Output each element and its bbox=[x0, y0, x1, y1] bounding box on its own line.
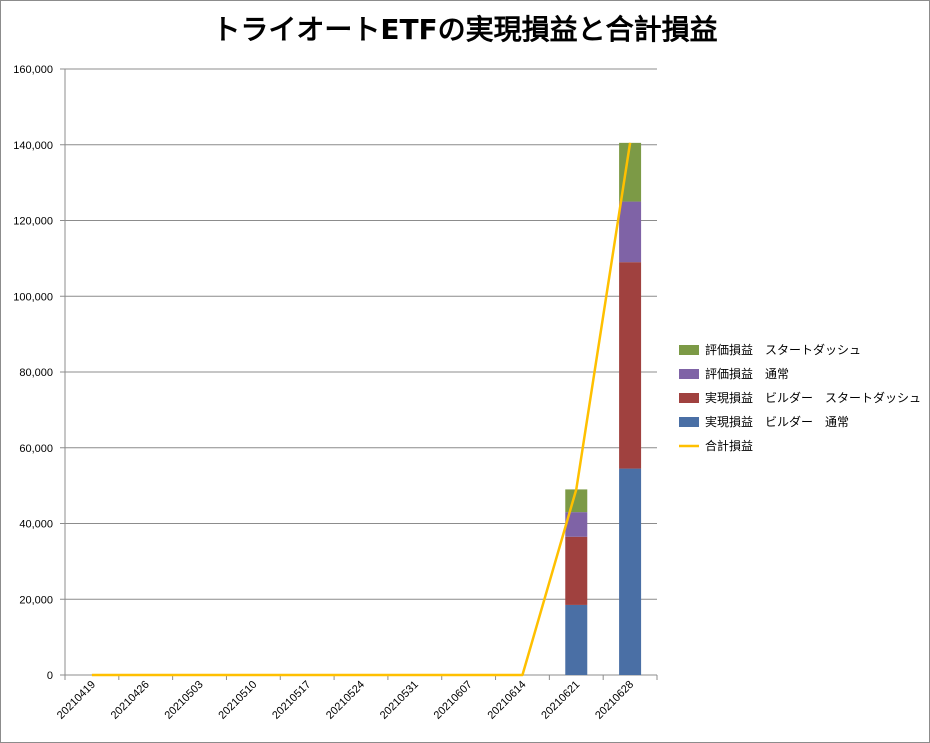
legend-swatch bbox=[679, 369, 699, 379]
y-tick-label: 60,000 bbox=[19, 443, 53, 455]
x-tick-label: 20210621 bbox=[539, 679, 582, 722]
x-tick-label: 20210426 bbox=[109, 679, 152, 722]
y-tick-label: 80,000 bbox=[19, 367, 53, 379]
bar-segment bbox=[619, 262, 642, 469]
y-tick-label: 40,000 bbox=[19, 519, 53, 531]
legend-label: 評価損益 スタートダッシュ bbox=[705, 342, 861, 357]
y-tick-label: 140,000 bbox=[13, 140, 53, 152]
total-line-path bbox=[91, 142, 632, 677]
chart-title: トライオートETFの実現損益と合計損益 bbox=[212, 13, 718, 46]
bar-segment bbox=[619, 142, 642, 202]
bar-segment bbox=[565, 536, 588, 605]
legend-swatch bbox=[679, 393, 699, 403]
y-tick-label: 0 bbox=[47, 670, 53, 682]
x-tick-label: 20210628 bbox=[593, 679, 636, 722]
bar-segment bbox=[565, 604, 588, 675]
x-tick-label: 20210517 bbox=[270, 679, 313, 722]
x-tick-label: 20210531 bbox=[378, 679, 421, 722]
x-tick-label: 20210524 bbox=[324, 679, 367, 722]
x-tick-label: 20210419 bbox=[55, 679, 98, 722]
legend-label: 評価損益 通常 bbox=[705, 366, 789, 381]
y-tick-label: 100,000 bbox=[13, 291, 53, 303]
y-tick-label: 160,000 bbox=[13, 64, 53, 76]
x-tick-label: 20210510 bbox=[216, 679, 259, 722]
y-tick-label: 120,000 bbox=[13, 216, 53, 228]
legend-label: 合計損益 bbox=[705, 438, 753, 453]
legend-label: 実現損益 ビルダー スタートダッシュ bbox=[705, 390, 921, 405]
x-tick-label: 20210614 bbox=[485, 679, 528, 722]
legend-label: 実現損益 ビルダー 通常 bbox=[705, 414, 849, 429]
x-tick-label: 20210503 bbox=[163, 679, 206, 722]
legend-swatch bbox=[679, 345, 699, 355]
gridlines bbox=[65, 68, 657, 600]
bar-segment bbox=[565, 512, 588, 537]
x-tick-label: 20210607 bbox=[432, 679, 475, 722]
y-tick-labels: 0 20,000 40,000 60,000 80,000 100,000 120,000 1… bbox=[13, 64, 53, 682]
bar-segment bbox=[619, 201, 642, 263]
bar-segment bbox=[619, 468, 642, 675]
total-line bbox=[91, 142, 632, 677]
bars bbox=[565, 142, 642, 675]
x-tick-labels: 20210419 20210426 20210503 20210510 20210517… bbox=[55, 679, 636, 722]
legend-swatch bbox=[679, 417, 699, 427]
y-tick-label: 20,000 bbox=[19, 594, 53, 606]
